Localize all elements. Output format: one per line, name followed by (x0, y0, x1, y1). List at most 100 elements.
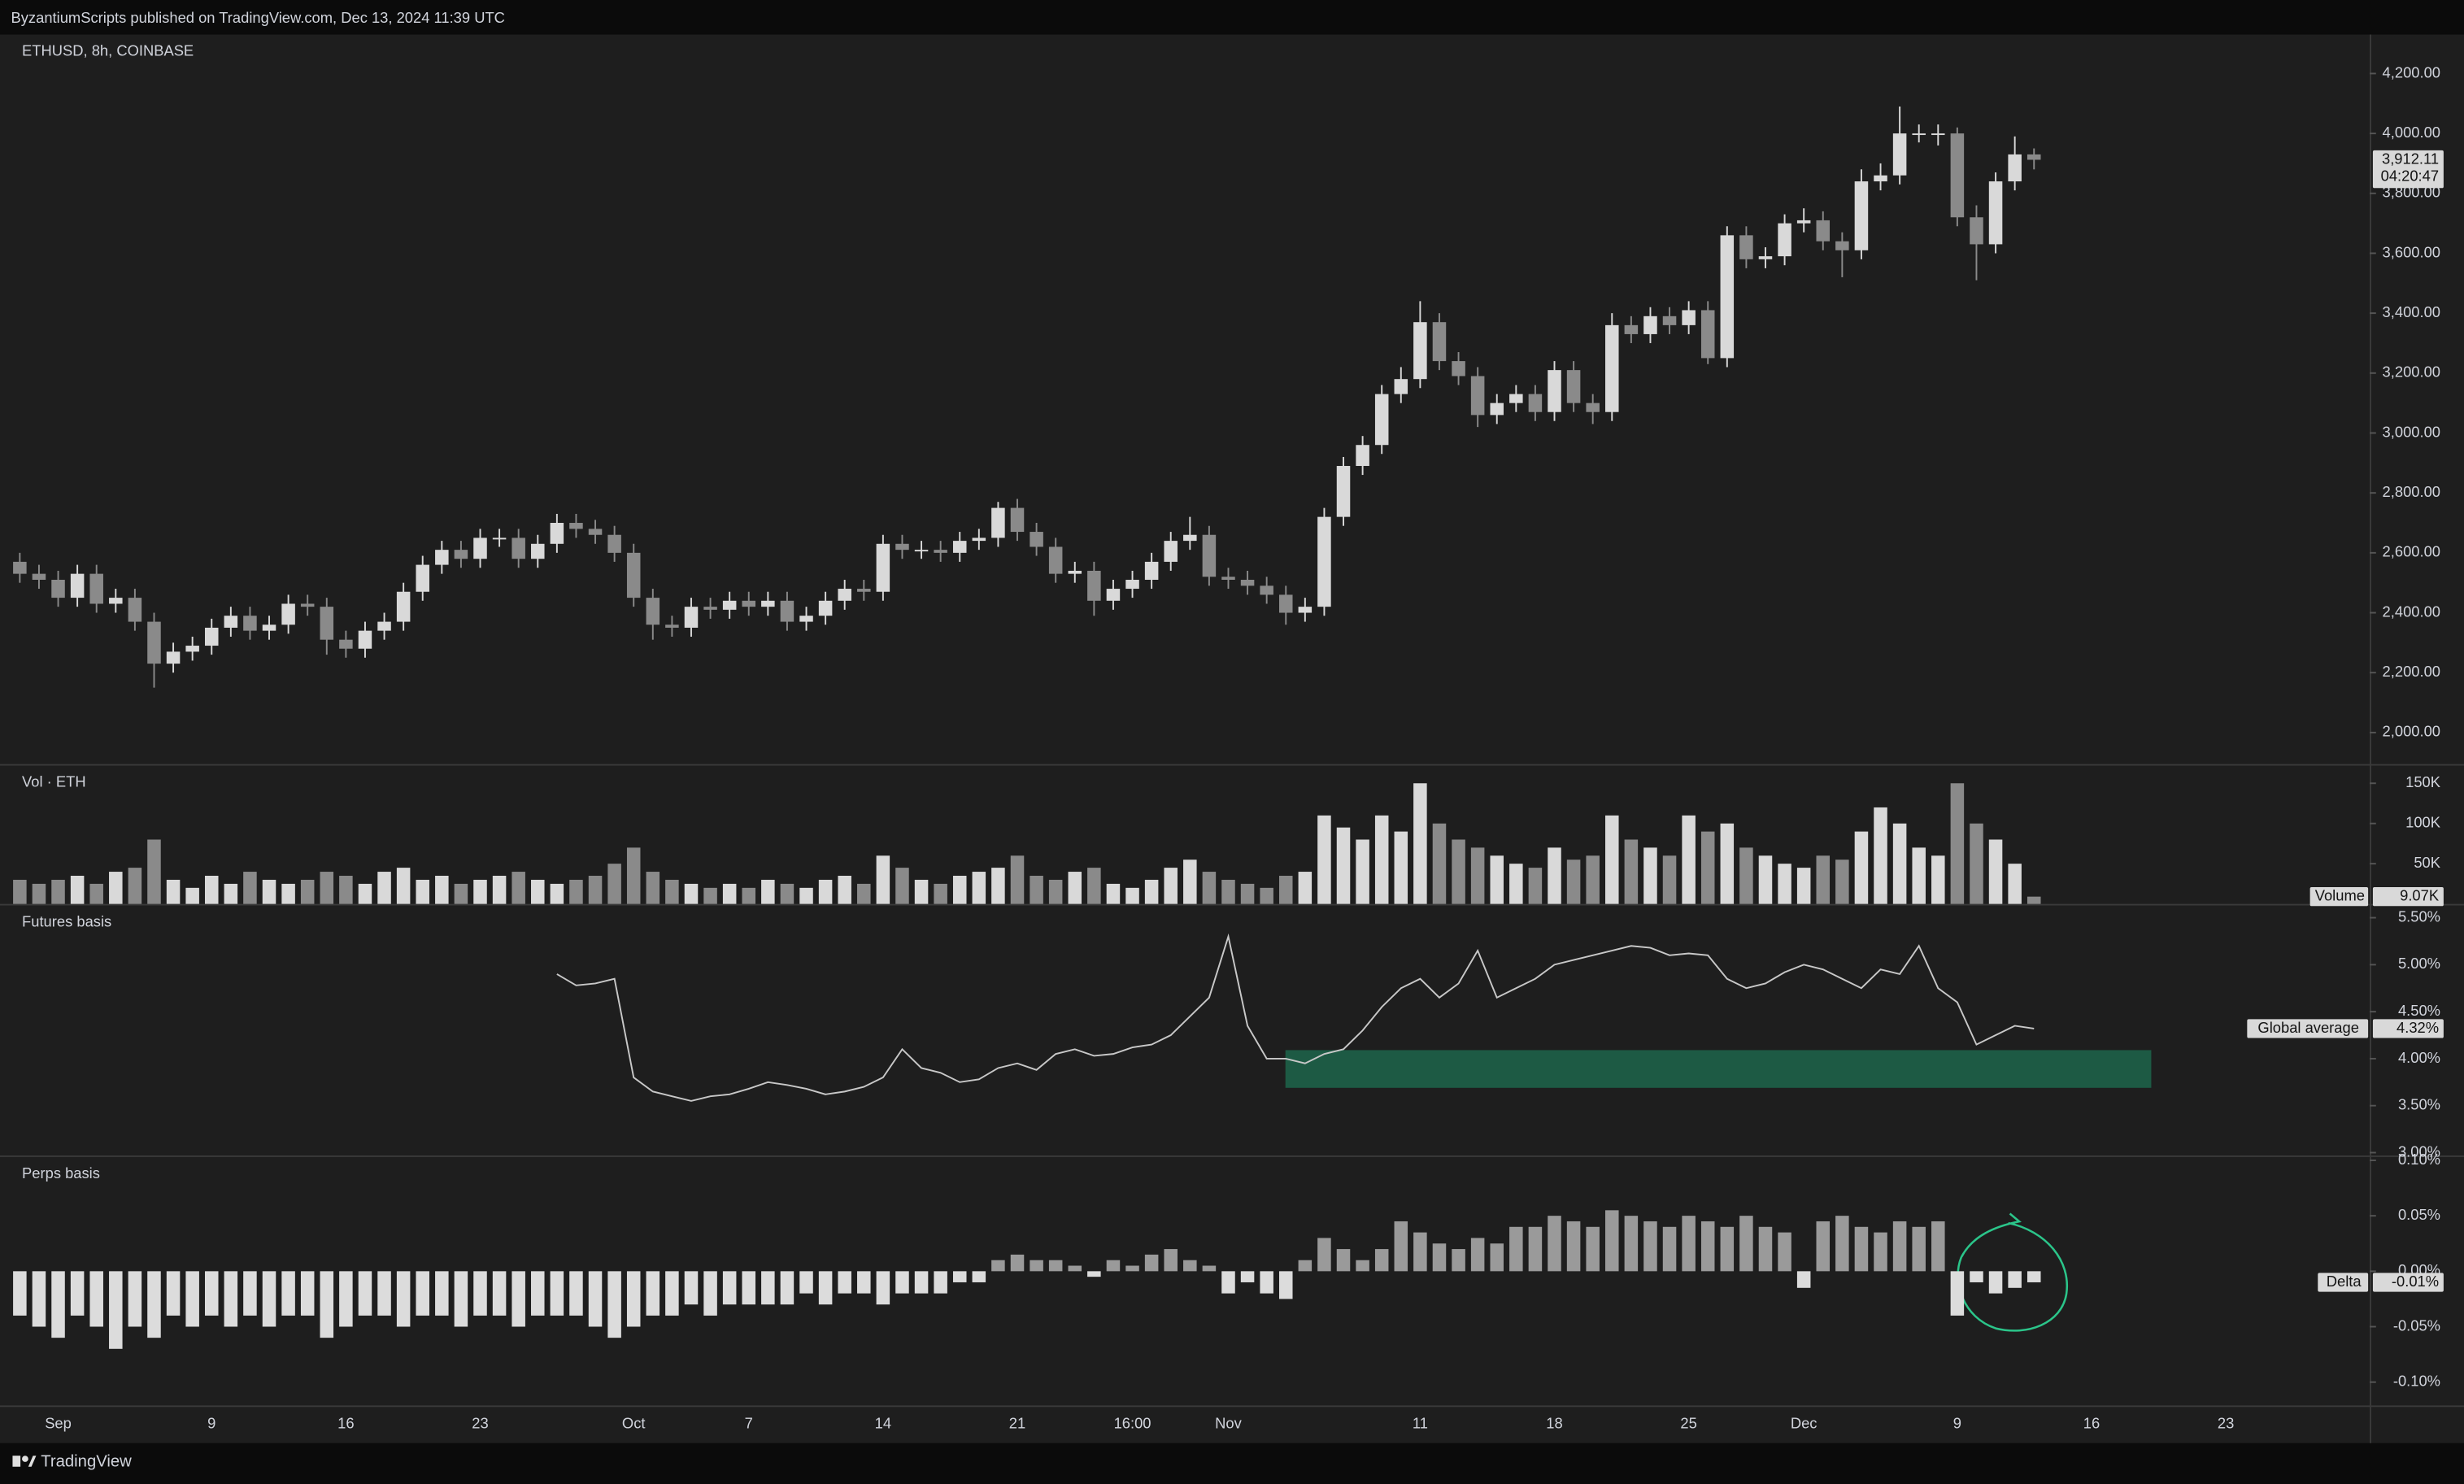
bar (818, 879, 833, 904)
bar (435, 1271, 449, 1316)
bar (569, 879, 583, 904)
pane-title: Perps basis (22, 1164, 100, 1182)
candle-body (262, 624, 276, 631)
candle-body (1010, 507, 1025, 533)
bar (646, 1271, 660, 1316)
candle-body (1778, 223, 1791, 257)
y-tick-label: 4,200.00 (2383, 63, 2440, 81)
bar (2026, 1271, 2041, 1282)
bar (1643, 847, 1657, 904)
basis-line (556, 933, 2035, 1102)
bar (1700, 831, 1715, 904)
bar (780, 883, 794, 904)
candle-body (1278, 594, 1293, 613)
candle-body (607, 534, 621, 553)
candle-body (895, 543, 909, 551)
bar (934, 1271, 947, 1294)
countdown: 04:20:47 (2381, 168, 2439, 185)
x-tick-label: 9 (1953, 1414, 1961, 1431)
bar (1278, 876, 1293, 904)
bar (512, 872, 525, 904)
bar (1240, 1271, 1255, 1282)
bar (1183, 1260, 1197, 1272)
candle-body (646, 598, 660, 625)
candle-body (1164, 541, 1178, 562)
bar (991, 868, 1005, 904)
value-tag (2372, 887, 2444, 907)
candle-body (1509, 394, 1523, 403)
bar (742, 1271, 756, 1305)
candle-body (952, 541, 967, 553)
bar (1835, 860, 1849, 904)
bar (780, 1271, 794, 1305)
candle-body (1758, 256, 1773, 259)
candle-body (914, 550, 929, 552)
bar (1682, 815, 1696, 904)
candle-body (1796, 220, 1811, 224)
bar (1298, 1260, 1313, 1272)
bar (857, 883, 871, 904)
y-tick-label: 4.50% (2398, 1002, 2440, 1019)
bar (934, 883, 947, 904)
bar (1394, 831, 1408, 904)
bar (1758, 1226, 1773, 1272)
bar (1988, 839, 2003, 904)
y-tick-label: 3.50% (2398, 1096, 2440, 1113)
y-tick-label: 3,600.00 (2383, 243, 2440, 260)
tag-name: Global average (2257, 1019, 2359, 1036)
x-tick-label: 9 (207, 1414, 215, 1431)
bar (1624, 839, 1639, 904)
bar (1548, 1216, 1561, 1272)
bar (1931, 855, 1945, 904)
y-tick-label: 4.00% (2398, 1049, 2440, 1066)
bar (1739, 847, 1753, 904)
bar (703, 887, 717, 904)
candle-body (2008, 154, 2022, 182)
bar (1874, 1232, 1887, 1272)
x-tick-label: 25 (1680, 1414, 1696, 1431)
y-tick-label: 2,200.00 (2383, 663, 2440, 680)
bar (1931, 1221, 1945, 1272)
bar (1854, 1226, 1869, 1272)
bar (1452, 839, 1465, 904)
bar (626, 1271, 641, 1327)
bar (1298, 872, 1313, 904)
bar (1202, 1265, 1217, 1272)
candle-body (454, 550, 468, 559)
value-tag-label: 4.32% (2397, 1019, 2439, 1036)
bar (166, 1271, 181, 1316)
candle-body (876, 543, 890, 592)
candle-body (1816, 220, 1831, 242)
bar (1566, 860, 1581, 904)
bar (416, 1271, 429, 1316)
tag-name: Delta (2327, 1273, 2362, 1290)
y-tick-label: 2,600.00 (2383, 543, 2440, 560)
bar (89, 1271, 103, 1327)
bar (1144, 879, 1159, 904)
candle-body (1202, 534, 1217, 577)
bar (1643, 1221, 1657, 1272)
bar (1144, 1254, 1159, 1272)
value-tag (2372, 1273, 2444, 1292)
bar (1394, 1221, 1408, 1272)
bar (1662, 1226, 1677, 1272)
x-tick-label: 11 (1413, 1414, 1428, 1431)
bar (1528, 1226, 1543, 1272)
bar (1068, 872, 1082, 904)
candle-body (569, 523, 583, 529)
value-tag-label: 9.07K (2400, 886, 2440, 903)
y-tick-label: 3.00% (2398, 1142, 2440, 1160)
bar (1950, 783, 1965, 904)
bar (70, 1271, 85, 1316)
y-tick-label: 0.05% (2398, 1206, 2440, 1223)
bar (550, 883, 564, 904)
tag-name-box (2247, 1019, 2369, 1038)
candle-body (2026, 154, 2041, 160)
y-tick-label: -0.10% (2393, 1373, 2440, 1390)
bar (224, 883, 238, 904)
bar (89, 883, 103, 904)
bar (1164, 1249, 1178, 1272)
candle-body (1528, 394, 1543, 412)
candle-body (1643, 316, 1657, 334)
